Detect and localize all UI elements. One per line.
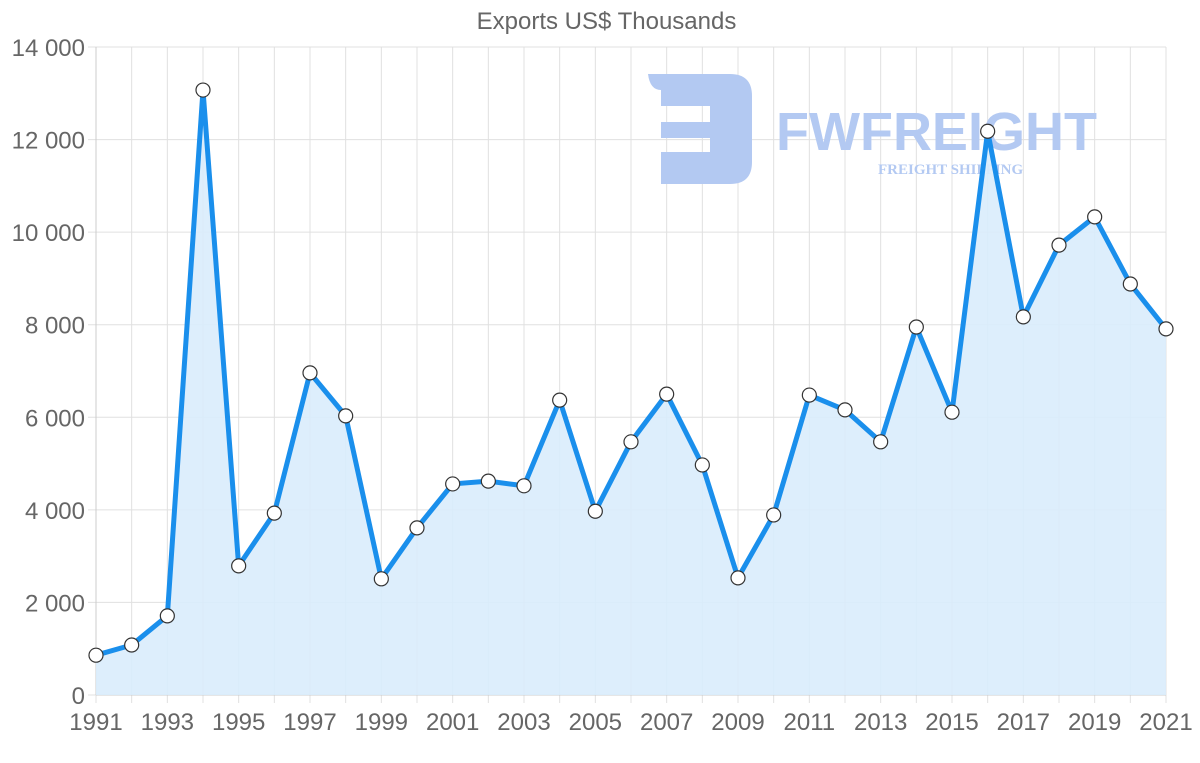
x-axis-ticks: 1991 1993 1995 1997 1999 2001 2003 2005 2007 2009… bbox=[69, 709, 1192, 736]
data-point bbox=[1122, 276, 1138, 292]
data-point bbox=[373, 571, 389, 587]
x-tick-label: 2017 bbox=[997, 709, 1050, 736]
data-point bbox=[231, 558, 247, 574]
x-tick-label: 1991 bbox=[69, 709, 122, 736]
data-point bbox=[338, 408, 354, 424]
data-point bbox=[409, 520, 425, 536]
data-point bbox=[195, 82, 211, 98]
data-point bbox=[837, 402, 853, 418]
x-tick-label: 2009 bbox=[711, 709, 764, 736]
data-point bbox=[694, 457, 710, 473]
y-tick-label: 4 000 bbox=[25, 498, 85, 525]
x-tick-label: 1995 bbox=[212, 709, 265, 736]
y-axis-ticks: 0 2 000 4 000 6 000 8 000 10 000 12 000 14 000 bbox=[12, 35, 85, 710]
chart-title: Exports US$ Thousands bbox=[476, 8, 737, 35]
data-point bbox=[1087, 209, 1103, 225]
data-point bbox=[552, 392, 568, 408]
data-point bbox=[159, 608, 175, 624]
x-tick-label: 1999 bbox=[355, 709, 408, 736]
x-tick-label: 2003 bbox=[497, 709, 550, 736]
data-point bbox=[480, 473, 496, 489]
x-tick-label: 2021 bbox=[1139, 709, 1192, 736]
data-point bbox=[1158, 321, 1174, 337]
data-point bbox=[88, 647, 104, 663]
y-tick-label: 0 bbox=[72, 683, 85, 710]
data-point bbox=[445, 476, 461, 492]
data-point bbox=[659, 386, 675, 402]
data-points bbox=[88, 82, 1174, 663]
x-tick-label: 1997 bbox=[283, 709, 336, 736]
y-tick-label: 2 000 bbox=[25, 590, 85, 617]
data-point bbox=[302, 365, 318, 381]
data-point bbox=[801, 387, 817, 403]
fwfreight-logo-icon bbox=[648, 74, 752, 184]
x-tick-label: 2015 bbox=[925, 709, 978, 736]
data-point bbox=[1051, 237, 1067, 253]
data-point bbox=[873, 434, 889, 450]
y-tick-label: 14 000 bbox=[12, 35, 85, 62]
area-fill bbox=[96, 90, 1166, 695]
data-point bbox=[980, 123, 996, 139]
x-tick-label: 2007 bbox=[640, 709, 693, 736]
x-tick-label: 1993 bbox=[141, 709, 194, 736]
data-point bbox=[124, 637, 140, 653]
data-point bbox=[766, 507, 782, 523]
data-point bbox=[730, 570, 746, 586]
data-point bbox=[908, 319, 924, 335]
x-tick-label: 2011 bbox=[784, 709, 836, 736]
x-tick-label: 2005 bbox=[569, 709, 622, 736]
x-tick-label: 2019 bbox=[1068, 709, 1121, 736]
data-point bbox=[266, 505, 282, 521]
y-tick-label: 12 000 bbox=[12, 128, 85, 155]
y-tick-label: 6 000 bbox=[25, 405, 85, 432]
data-point bbox=[623, 434, 639, 450]
watermark-brand: FWFREIGHT bbox=[776, 102, 1097, 162]
y-tick-label: 10 000 bbox=[12, 220, 85, 247]
data-point bbox=[944, 404, 960, 420]
x-tick-label: 2013 bbox=[854, 709, 907, 736]
data-point bbox=[587, 503, 603, 519]
y-tick-label: 8 000 bbox=[25, 313, 85, 340]
data-point bbox=[1015, 309, 1031, 325]
fwfreight-watermark: FWFREIGHT FREIGHT SHIPPING bbox=[648, 74, 1097, 184]
data-point bbox=[516, 478, 532, 494]
x-tick-label: 2001 bbox=[426, 709, 479, 736]
watermark-tagline: FREIGHT SHIPPING bbox=[878, 162, 1023, 178]
